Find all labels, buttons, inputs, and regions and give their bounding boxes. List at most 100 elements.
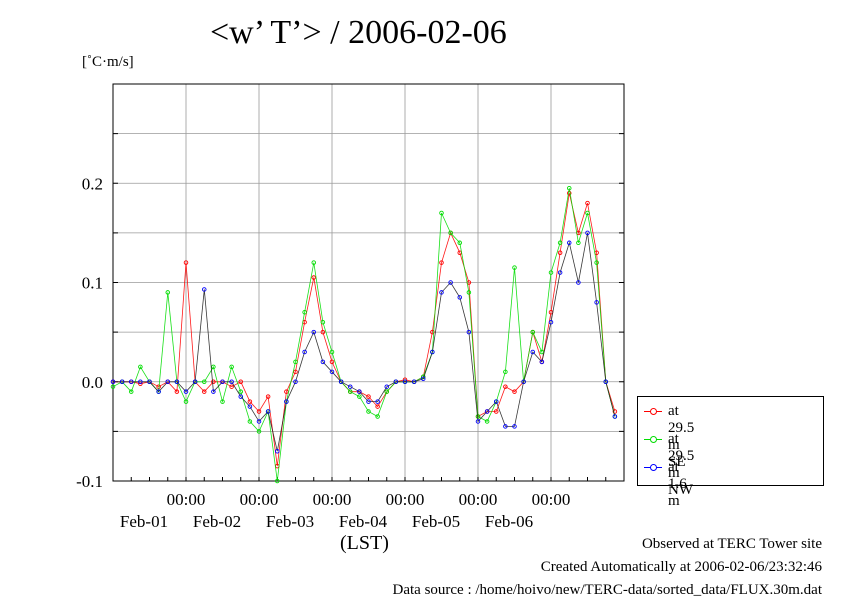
data-point: [201, 287, 207, 292]
x-tick-date-label: Feb-06: [485, 512, 533, 531]
data-point: [229, 364, 234, 370]
data-point: [238, 389, 243, 394]
x-tick-time-label: 00:00: [313, 490, 352, 509]
data-point: [512, 424, 517, 429]
x-tick-time-label: 00:00: [386, 490, 425, 509]
data-point: [448, 230, 453, 236]
data-point: [183, 260, 189, 265]
x-tick-time-label: 00:00: [240, 490, 279, 509]
data-point: [348, 384, 353, 389]
data-point: [357, 389, 362, 394]
y-tick-label: 0.0: [82, 373, 103, 392]
data-point: [238, 394, 243, 399]
data-point: [585, 200, 590, 206]
data-point: [503, 424, 508, 429]
series-line-1: [112, 188, 616, 482]
data-point: [494, 409, 499, 414]
data-point: [466, 290, 472, 295]
data-point: [530, 329, 536, 335]
data-point: [539, 349, 545, 355]
data-point: [348, 389, 353, 394]
data-point: [275, 478, 280, 484]
y-tick-label: 0.1: [82, 274, 103, 293]
data-point: [567, 185, 572, 191]
data-point: [567, 240, 572, 246]
data-point: [457, 295, 463, 300]
data-point: [201, 379, 207, 385]
data-point: [585, 210, 590, 216]
data-point: [220, 379, 225, 385]
data-point: [603, 379, 609, 385]
data-point: [439, 210, 444, 216]
data-point: [521, 379, 526, 385]
data-point: [338, 379, 344, 385]
data-point: [284, 389, 289, 394]
footer-site: Observed at TERC Tower site: [641, 536, 822, 552]
data-point: [138, 364, 143, 370]
data-point: [256, 429, 262, 434]
data-point: [439, 260, 444, 265]
data-point: [311, 275, 317, 280]
data-point: [229, 384, 234, 389]
data-point: [110, 384, 116, 389]
data-point: [256, 409, 262, 414]
data-point: [302, 349, 307, 355]
data-point: [430, 329, 435, 335]
data-point: [174, 379, 180, 385]
legend-marker: [650, 408, 657, 415]
data-point: [612, 414, 618, 419]
series-line-2: [113, 232, 616, 452]
data-point: [183, 389, 189, 394]
data-point: [247, 404, 253, 409]
y-axis-unit-label: [˚C·m/s]: [82, 54, 134, 70]
data-point: [503, 384, 508, 389]
x-tick-date-label: Feb-03: [266, 512, 314, 531]
x-tick-time-label: 00:00: [167, 490, 206, 509]
data-point: [119, 379, 125, 385]
data-point: [375, 399, 380, 404]
legend-marker: [650, 464, 657, 471]
data-point: [503, 369, 508, 375]
data-point: [256, 419, 262, 424]
data-point: [156, 389, 161, 394]
data-point: [430, 349, 435, 355]
data-point: [201, 389, 207, 394]
data-point: [138, 379, 143, 385]
data-point: [576, 280, 581, 285]
data-point: [393, 379, 399, 385]
data-point: [548, 319, 554, 325]
data-point: [366, 394, 371, 399]
data-point: [284, 399, 289, 404]
data-point: [183, 399, 189, 404]
data-point: [192, 379, 198, 385]
x-tick-date-label: Feb-05: [412, 512, 460, 531]
x-axis-title: (LST): [340, 532, 389, 554]
data-point: [128, 389, 134, 394]
data-point: [247, 419, 253, 424]
y-tick-label: 0.2: [82, 174, 103, 193]
data-point: [293, 379, 298, 385]
data-point: [594, 260, 599, 265]
data-point: [448, 280, 453, 285]
x-tick-date-label: Feb-01: [120, 512, 168, 531]
data-point: [576, 240, 581, 246]
data-point: [466, 329, 472, 335]
data-point: [539, 359, 545, 365]
x-tick-date-label: Feb-04: [339, 512, 388, 531]
data-point: [174, 389, 180, 394]
x-tick-time-label: 00:00: [459, 490, 498, 509]
data-point: [238, 379, 243, 385]
data-point: [612, 409, 618, 414]
data-point: [411, 379, 417, 385]
x-tick-date-label: Feb-02: [193, 512, 241, 531]
data-point: [512, 389, 517, 394]
data-point: [530, 349, 536, 355]
data-point: [557, 270, 563, 275]
data-point: [329, 349, 335, 355]
data-point: [484, 419, 490, 424]
data-point: [165, 290, 170, 295]
data-point: [548, 270, 554, 275]
legend-marker: [650, 436, 657, 443]
data-point: [302, 310, 307, 315]
